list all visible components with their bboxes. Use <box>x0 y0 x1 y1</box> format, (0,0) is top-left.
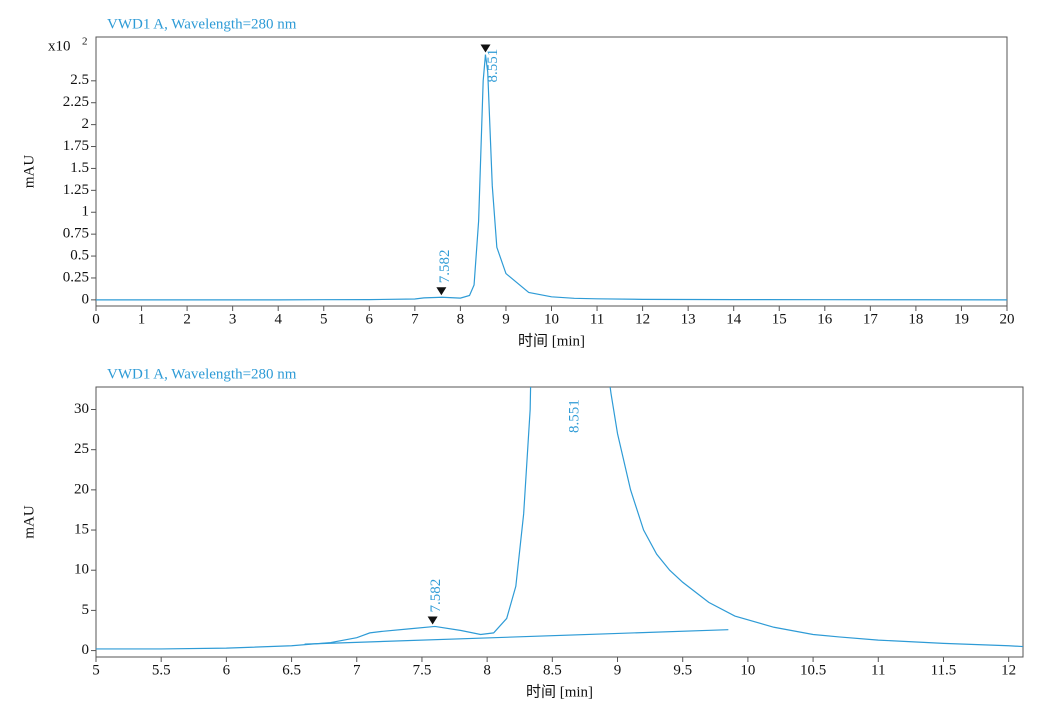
x-tick-label: 15 <box>772 311 787 327</box>
x-axis-label: 时间 [min] <box>518 332 585 349</box>
y-tick-label: 0.25 <box>63 269 89 285</box>
peak-marker <box>427 616 438 625</box>
x-tick-label: 19 <box>954 311 969 327</box>
x-tick-label: 9.5 <box>673 662 692 678</box>
y-tick-label: 1.75 <box>63 138 89 154</box>
peak-marker <box>436 287 447 296</box>
x-tick-label: 7 <box>353 662 361 678</box>
peak-label: 7.582 <box>437 249 453 283</box>
y-tick-label: 2.25 <box>63 94 89 110</box>
x-tick-label: 11.5 <box>931 662 957 678</box>
plot-lines <box>96 54 1007 301</box>
plot-frame <box>95 36 1008 307</box>
x-tick-label: 8.5 <box>543 662 562 678</box>
x-tick-label: 14 <box>726 311 742 327</box>
signal-line <box>304 629 729 645</box>
y-tick-label: 2 <box>82 116 90 132</box>
y-axis-label: mAU <box>21 155 37 189</box>
x-tick-label: 10 <box>740 662 755 678</box>
x-tick-label: 11 <box>871 662 885 678</box>
y-scale-base: x10 <box>48 38 71 54</box>
y-tick-label: 20 <box>74 481 89 497</box>
plot-lines <box>96 387 1023 650</box>
x-tick-label: 9 <box>614 662 622 678</box>
x-tick-label: 7.5 <box>413 662 432 678</box>
y-tick-label: 1 <box>82 204 90 220</box>
signal-line <box>96 387 1023 650</box>
x-tick-label: 3 <box>229 311 237 327</box>
x-tick-label: 11 <box>590 311 604 327</box>
x-tick-label: 10 <box>544 311 559 327</box>
x-tick-label: 16 <box>817 311 833 327</box>
y-tick-label: 25 <box>74 441 89 457</box>
x-tick-label: 0 <box>92 311 100 327</box>
x-axis-label: 时间 [min] <box>526 683 593 700</box>
y-scale-exponent: 2 <box>82 36 88 48</box>
y-tick-label: 2.5 <box>70 72 89 88</box>
y-tick-label: 10 <box>74 562 89 578</box>
x-tick-label: 12 <box>1001 662 1016 678</box>
y-tick-label: 0.5 <box>70 247 89 263</box>
x-tick-label: 2 <box>183 311 191 327</box>
x-tick-label: 17 <box>863 311 879 327</box>
x-tick-label: 8 <box>483 662 491 678</box>
peak-label: 8.551 <box>566 399 582 433</box>
peak-label: 8.551 <box>485 49 501 83</box>
y-tick-label: 0.75 <box>63 226 89 242</box>
x-tick-label: 12 <box>635 311 650 327</box>
peak-marker <box>480 44 491 53</box>
x-tick-label: 5.5 <box>152 662 171 678</box>
peak-label: 7.582 <box>428 579 444 613</box>
x-tick-label: 1 <box>138 311 146 327</box>
y-tick-label: 1.5 <box>70 160 89 176</box>
x-tick-label: 18 <box>908 311 923 327</box>
x-tick-label: 6 <box>223 662 231 678</box>
x-tick-label: 10.5 <box>800 662 826 678</box>
y-tick-label: 30 <box>74 401 89 417</box>
x-tick-label: 8 <box>457 311 465 327</box>
y-tick-label: 0 <box>82 642 90 658</box>
x-tick-label: 6.5 <box>282 662 301 678</box>
x-tick-label: 7 <box>411 311 419 327</box>
signal-line <box>96 54 1007 301</box>
y-tick-label: 5 <box>82 602 90 618</box>
x-tick-label: 13 <box>681 311 696 327</box>
x-tick-label: 9 <box>502 311 510 327</box>
y-tick-label: 15 <box>74 521 89 537</box>
chart-title: VWD1 A, Wavelength=280 nm <box>107 16 297 32</box>
x-tick-label: 5 <box>320 311 328 327</box>
chart-title: VWD1 A, Wavelength=280 nm <box>107 366 297 382</box>
x-tick-label: 20 <box>1000 311 1015 327</box>
y-tick-label: 1.25 <box>63 182 89 198</box>
plot-frame <box>95 386 1024 658</box>
x-tick-label: 4 <box>274 311 282 327</box>
y-axis-label: mAU <box>21 505 37 539</box>
x-tick-label: 5 <box>92 662 100 678</box>
y-tick-label: 0 <box>82 291 90 307</box>
x-tick-label: 6 <box>366 311 374 327</box>
